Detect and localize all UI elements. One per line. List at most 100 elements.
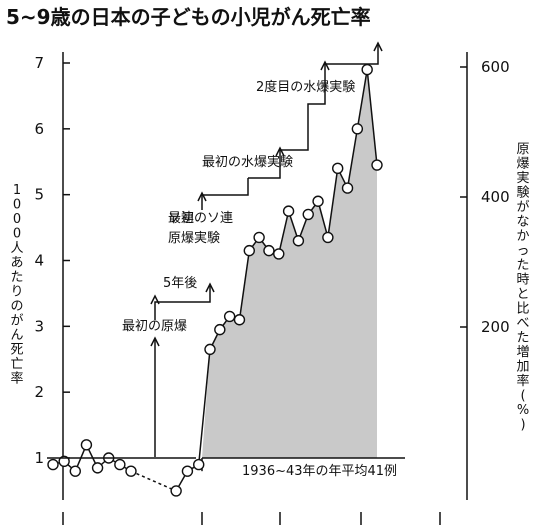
y-label-char: っ <box>516 244 529 259</box>
arrow-head <box>150 294 160 305</box>
series-segment <box>278 210 290 255</box>
y-label-char: 亡 <box>10 357 23 372</box>
baseline-label: 1936~43年の年平均41例 <box>242 464 397 479</box>
data-point <box>361 63 373 76</box>
annotation-label: 最初のソ連 <box>168 211 233 226</box>
arrow-head <box>275 146 285 157</box>
data-point <box>91 462 104 474</box>
y-tick-label-right: 400 <box>481 188 510 206</box>
y-label-char: ん <box>10 328 23 343</box>
y-label-char: あ <box>10 256 23 271</box>
data-point <box>243 244 255 257</box>
y-label-char: 0 <box>13 227 21 242</box>
y-label-char: 比 <box>516 302 529 317</box>
data-point <box>302 208 314 221</box>
data-point <box>223 310 236 323</box>
series-segment <box>197 349 211 465</box>
annotation-label: 最初の原爆 <box>122 319 187 334</box>
y-label-char: と <box>516 287 529 302</box>
series-segment <box>346 128 359 189</box>
y-label-char: ) <box>520 418 525 433</box>
y-label-char: の <box>10 299 23 314</box>
y-label-char: べ <box>516 316 529 331</box>
data-point <box>253 231 265 244</box>
annotation-line <box>154 286 211 320</box>
y-label-char: ( <box>520 389 525 404</box>
y-ticks-right: 200 400 600 <box>460 58 510 336</box>
y-label-char: 人 <box>10 241 23 256</box>
series-segment <box>327 168 339 238</box>
series-segment <box>356 69 368 129</box>
y-tick-label-right: 600 <box>481 58 510 76</box>
y-label-char: 原 <box>516 142 529 157</box>
y-label-char: 死 <box>10 343 23 358</box>
y-label-char: 実 <box>516 170 529 186</box>
data-point <box>181 465 194 477</box>
data-point <box>114 458 126 471</box>
y-label-char: が <box>10 314 23 329</box>
arrow-head <box>320 60 330 71</box>
y-label-char: 加 <box>516 360 529 375</box>
area-fill <box>202 69 377 458</box>
data-point <box>282 205 295 217</box>
data-point <box>332 162 344 175</box>
annotation-line <box>201 178 249 210</box>
data-point <box>233 314 246 326</box>
arrow-head <box>205 282 215 293</box>
y-label-char: な <box>516 215 529 230</box>
data-point <box>69 465 81 477</box>
annotation-label: 2度目の水爆実験 <box>256 79 355 95</box>
y-tick-label-left: 3 <box>34 317 44 335</box>
y-label-char: 0 <box>13 212 21 227</box>
series-segment <box>366 69 378 166</box>
series-segment <box>238 250 251 320</box>
data-point <box>371 159 383 171</box>
series-segment <box>317 201 329 238</box>
y-label-char: 爆 <box>516 157 529 172</box>
data-point <box>58 455 70 467</box>
data-point <box>292 235 305 247</box>
arrow-head <box>197 191 207 202</box>
data-point <box>125 465 137 477</box>
y-tick-label-left: 4 <box>34 252 44 270</box>
data-point <box>80 439 93 451</box>
annotation-label: 5年後 <box>163 276 197 291</box>
y-label-char: 1 <box>13 183 21 198</box>
y-label-char: % <box>517 403 529 418</box>
arrow-head <box>373 41 383 52</box>
data-point <box>47 458 59 471</box>
y-label-char: 率 <box>516 373 529 389</box>
baseline: 1936~43年の年平均41例 <box>47 457 405 479</box>
shaded-area <box>202 69 377 458</box>
y-label-char: が <box>516 200 529 215</box>
y-label-char: た <box>516 258 529 273</box>
arrow-head <box>150 336 160 347</box>
y-label-char: 率 <box>10 371 23 387</box>
data-point <box>273 248 285 260</box>
y-ticks-left: 1 2 3 4 5 6 7 <box>34 54 70 467</box>
data-point <box>214 323 226 336</box>
y-tick-label-left: 6 <box>34 120 44 138</box>
annotation-label: 原爆実験 <box>168 230 220 246</box>
annotation-line <box>307 45 379 124</box>
annotation-line <box>248 124 309 179</box>
data-point <box>341 182 354 194</box>
y-label-char: 験 <box>516 186 529 201</box>
y-label-char: 時 <box>516 273 529 288</box>
data-point <box>170 485 182 497</box>
y-tick-label-left: 2 <box>34 383 44 401</box>
y-tick-label-right: 200 <box>481 318 510 336</box>
data-points <box>47 63 383 497</box>
data-point <box>322 231 334 244</box>
data-point <box>263 244 275 257</box>
y-label-char: り <box>10 285 23 300</box>
y-label-char: 0 <box>13 198 21 213</box>
data-point <box>312 195 324 207</box>
chart-title: 5~9歳の日本の子どもの小児がん死亡率 <box>6 5 371 29</box>
y-tick-label-left: 1 <box>34 449 44 467</box>
y-label-char: 増 <box>516 345 529 360</box>
annotation-label: 最初の水爆実験 <box>202 154 293 170</box>
